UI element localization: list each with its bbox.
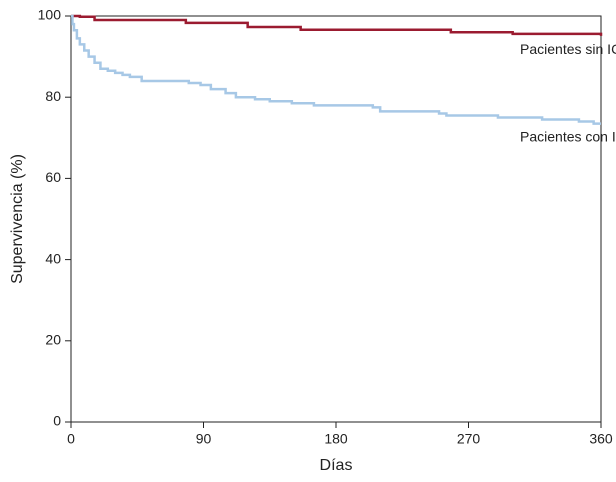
y-tick-label: 40 xyxy=(45,250,61,266)
y-tick-label: 60 xyxy=(45,169,61,185)
y-axis-label: Supervivencia (%) xyxy=(9,154,26,284)
annotation: Pacientes sin ICC xyxy=(520,41,616,57)
x-tick-label: 180 xyxy=(324,431,348,447)
x-tick-label: 90 xyxy=(196,431,212,447)
y-tick-label: 80 xyxy=(45,88,61,104)
survival-line xyxy=(71,14,601,125)
annotation: Pacientes con ICC xyxy=(520,129,616,145)
x-tick-label: 0 xyxy=(67,431,75,447)
y-tick-label: 100 xyxy=(38,7,62,23)
plot-frame xyxy=(70,15,602,423)
survival-line xyxy=(71,14,603,36)
x-tick-label: 360 xyxy=(589,431,613,447)
y-tick-label: 0 xyxy=(53,413,61,429)
x-axis-label: Días xyxy=(320,457,353,474)
y-tick-label: 20 xyxy=(45,332,61,348)
x-tick-label: 270 xyxy=(457,431,481,447)
